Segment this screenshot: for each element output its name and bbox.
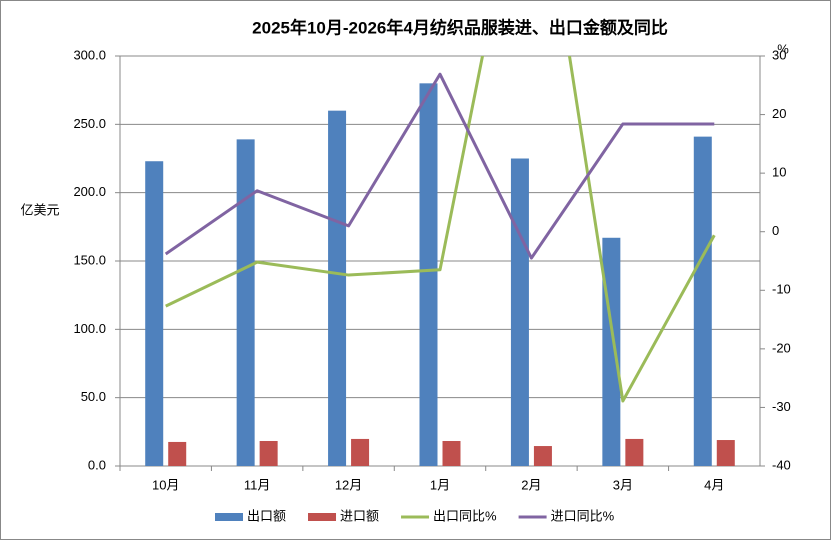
- bar: [328, 110, 347, 467]
- y2-axis-label: %: [777, 41, 789, 56]
- y2-tick-label: 0: [772, 223, 779, 238]
- legend-label: 进口同比%: [551, 508, 615, 523]
- bar: [602, 237, 621, 466]
- y-tick-label: 0.0: [88, 457, 106, 472]
- y2-tick-label: -40: [772, 457, 791, 472]
- bar: [625, 438, 644, 466]
- bar: [259, 440, 278, 466]
- bar: [510, 158, 529, 466]
- bar: [716, 440, 735, 466]
- x-tick-label: 12月: [335, 477, 362, 492]
- y2-tick-label: 30: [772, 47, 786, 62]
- bar: [693, 136, 712, 466]
- chart-title: 2025年10月-2026年4月纺织品服装进、出口金额及同比: [252, 17, 668, 37]
- bar: [351, 438, 370, 466]
- bar: [419, 83, 438, 466]
- x-tick-label: 4月: [704, 477, 724, 492]
- x-tick-label: 2月: [521, 477, 541, 492]
- y-tick-label: 300.0: [73, 47, 106, 62]
- y2-tick-label: -10: [772, 282, 791, 297]
- y2-tick-label: -30: [772, 399, 791, 414]
- legend-label: 进口额: [340, 508, 379, 523]
- x-tick-label: 1月: [430, 477, 450, 492]
- y-tick-label: 100.0: [73, 321, 106, 336]
- legend-swatch: [215, 513, 243, 521]
- y-tick-label: 50.0: [81, 389, 106, 404]
- x-tick-label: 11月: [244, 477, 271, 492]
- y-tick-label: 200.0: [73, 184, 106, 199]
- bar: [145, 161, 164, 466]
- bar: [442, 440, 461, 466]
- bar: [168, 441, 187, 466]
- line-series: [165, 56, 716, 403]
- legend-label: 出口同比%: [433, 508, 497, 523]
- legend-swatch: [308, 513, 337, 521]
- legend-label: 出口额: [247, 508, 286, 523]
- y2-tick-label: 10: [772, 165, 786, 180]
- y2-tick-label: -20: [772, 340, 791, 355]
- x-tick-label: 10月: [152, 477, 179, 492]
- y-tick-label: 250.0: [73, 116, 106, 131]
- line-series: [164, 72, 715, 260]
- y-tick-label: 150.0: [73, 252, 106, 267]
- line-layer: [164, 56, 716, 403]
- bar: [236, 139, 255, 466]
- x-tick-label: 3月: [613, 477, 633, 492]
- y-axis-label: 亿美元: [20, 202, 59, 217]
- y2-tick-label: 20: [772, 106, 786, 121]
- bar: [533, 446, 552, 466]
